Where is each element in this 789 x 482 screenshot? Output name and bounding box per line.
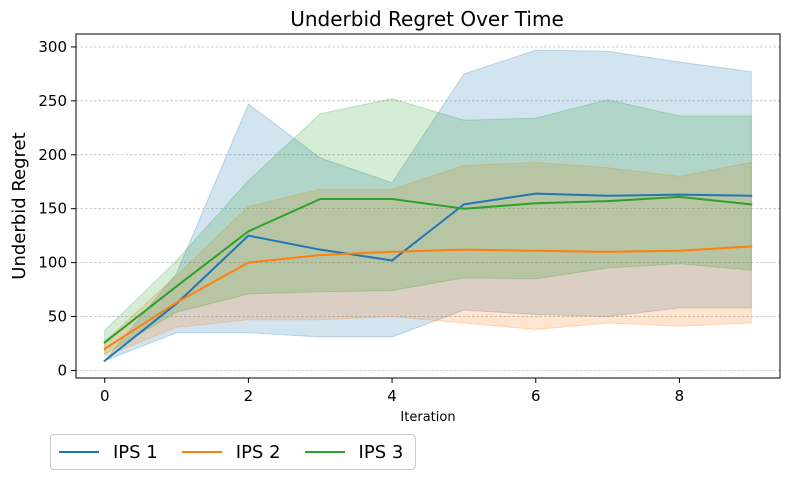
legend-item-ips-2: IPS 2 — [180, 442, 281, 463]
x-tick-label-2: 2 — [244, 387, 254, 405]
legend-swatch-ips-1 — [59, 451, 99, 453]
chart-title: Underbid Regret Over Time — [290, 7, 564, 31]
plot-frame — [75, 33, 781, 379]
y-tick-label-200: 200 — [38, 146, 67, 164]
x-tick-label-0: 0 — [100, 387, 110, 405]
x-axis-ticks: 0 2 4 6 8 — [100, 378, 684, 405]
x-tick-label-8: 8 — [675, 387, 685, 405]
y-tick-label-0: 0 — [57, 361, 67, 379]
band-ips-3 — [104, 98, 752, 356]
x-tick-label-6: 6 — [531, 387, 541, 405]
x-axis-label: Iteration — [400, 410, 455, 425]
legend-swatch-ips-3 — [304, 451, 345, 453]
legend-label-ips-3: IPS 3 — [358, 441, 404, 463]
line-ips-3 — [103, 195, 753, 344]
grid-lines — [76, 46, 780, 371]
legend-item-ips-3: IPS 3 — [303, 441, 404, 463]
line-ips-2 — [103, 245, 753, 351]
line-ips-1 — [103, 192, 753, 363]
y-tick-label-300: 300 — [38, 38, 67, 56]
y-axis-label: Underbid Regret — [9, 132, 30, 279]
y-tick-label-250: 250 — [38, 92, 67, 110]
x-tick-label-4: 4 — [387, 387, 397, 405]
legend: IPS 1 IPS 2 IPS 3 — [50, 434, 417, 470]
y-tick-label-50: 50 — [48, 308, 67, 326]
band-ips-2 — [104, 161, 752, 358]
band-ips-1 — [103, 49, 752, 362]
legend-label-ips-2: IPS 2 — [235, 441, 281, 463]
legend-item-ips-1: IPS 1 — [57, 442, 158, 463]
series-lines — [103, 192, 753, 363]
y-tick-label-150: 150 — [38, 200, 67, 218]
legend-swatch-ips-2 — [181, 451, 222, 453]
y-axis-ticks: 0 50 100 150 200 250 300 — [38, 38, 76, 379]
legend-label-ips-1: IPS 1 — [113, 441, 158, 463]
y-tick-label-100: 100 — [38, 254, 67, 272]
confidence-bands — [103, 49, 752, 362]
